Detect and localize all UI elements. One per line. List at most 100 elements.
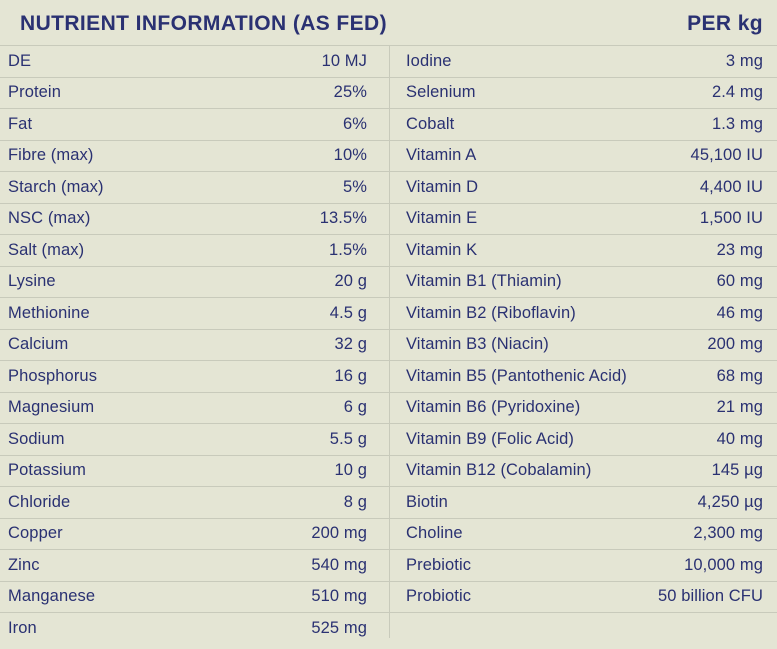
nutrient-value: 13.5% bbox=[319, 209, 367, 228]
nutrient-value: 4,250 µg bbox=[697, 492, 763, 511]
table-row: Fibre (max) 10% bbox=[0, 141, 389, 172]
nutrient-label: Prebiotic bbox=[406, 555, 472, 574]
nutrient-value: 200 mg bbox=[707, 335, 763, 354]
nutrient-value: 40 mg bbox=[716, 429, 763, 448]
nutrient-value: 10 g bbox=[334, 461, 367, 480]
table-row: Starch (max) 5% bbox=[0, 172, 389, 204]
nutrient-label: Vitamin B1 (Thiamin) bbox=[406, 272, 562, 291]
nutrient-label: Salt (max) bbox=[8, 240, 85, 259]
table-row: Zinc 540 mg bbox=[0, 550, 389, 582]
nutrient-label: Magnesium bbox=[8, 398, 95, 417]
nutrient-value: 23 mg bbox=[716, 240, 763, 259]
nutrient-label: Vitamin A bbox=[406, 146, 477, 165]
nutrient-label: Probiotic bbox=[406, 587, 472, 606]
nutrient-label: Calcium bbox=[8, 335, 69, 354]
nutrient-value: 8 g bbox=[343, 492, 367, 511]
nutrient-label: Zinc bbox=[8, 555, 40, 574]
nutrient-value: 1.5% bbox=[328, 240, 367, 259]
nutrient-value: 1,500 IU bbox=[699, 209, 763, 228]
nutrient-label: Manganese bbox=[8, 587, 96, 606]
nutrient-value: 32 g bbox=[334, 335, 367, 354]
table-row: Vitamin B9 (Folic Acid) 40 mg bbox=[389, 424, 777, 456]
nutrient-value: 2,300 mg bbox=[693, 524, 763, 543]
nutrient-value: 2.4 mg bbox=[711, 83, 763, 102]
table-row: Manganese 510 mg bbox=[0, 582, 389, 613]
nutrient-value: 145 µg bbox=[711, 461, 763, 480]
nutrient-value: 10 MJ bbox=[321, 51, 367, 70]
nutrient-value: 5.5 g bbox=[329, 429, 367, 448]
table-row: Vitamin B2 (Riboflavin) 46 mg bbox=[389, 298, 777, 330]
nutrient-value: 45,100 IU bbox=[690, 146, 763, 165]
nutrient-value: 50 billion CFU bbox=[657, 587, 763, 606]
nutrient-label: Phosphorus bbox=[8, 366, 98, 385]
table-row: Chloride 8 g bbox=[0, 487, 389, 519]
nutrient-label: Protein bbox=[8, 83, 61, 102]
table-row: Cobalt 1.3 mg bbox=[389, 109, 777, 141]
table-row: Phosphorus 16 g bbox=[0, 361, 389, 393]
nutrient-label: Vitamin E bbox=[406, 209, 478, 228]
nutrient-value: 3 mg bbox=[725, 51, 763, 70]
page-title: NUTRIENT INFORMATION (AS FED) bbox=[20, 12, 388, 35]
table-row: Copper 200 mg bbox=[0, 519, 389, 550]
table-row: Vitamin K 23 mg bbox=[389, 235, 777, 267]
nutrient-label: Choline bbox=[406, 524, 463, 543]
table-row: Vitamin D 4,400 IU bbox=[389, 172, 777, 204]
nutrient-value: 10,000 mg bbox=[684, 555, 763, 574]
table-row: Vitamin E 1,500 IU bbox=[389, 204, 777, 235]
nutrient-value: 16 g bbox=[334, 366, 367, 385]
nutrient-label: Fat bbox=[8, 114, 33, 133]
nutrient-label: Potassium bbox=[8, 461, 86, 480]
nutrient-value: 25% bbox=[333, 83, 367, 102]
table-row: Vitamin A 45,100 IU bbox=[389, 141, 777, 172]
nutrient-label: Vitamin K bbox=[406, 240, 478, 259]
nutrient-label: Vitamin B3 (Niacin) bbox=[406, 335, 549, 354]
nutrient-value: 46 mg bbox=[716, 303, 763, 322]
table-row: Vitamin B3 (Niacin) 200 mg bbox=[389, 330, 777, 361]
table-row: Vitamin B12 (Cobalamin) 145 µg bbox=[389, 456, 777, 487]
table-row: Lysine 20 g bbox=[0, 267, 389, 298]
table-row: Magnesium 6 g bbox=[0, 393, 389, 424]
nutrient-value: 21 mg bbox=[716, 398, 763, 417]
nutrient-label: DE bbox=[8, 51, 32, 70]
nutrient-value: 20 g bbox=[334, 272, 367, 291]
table-row: DE 10 MJ bbox=[0, 46, 389, 78]
nutrient-value: 68 mg bbox=[716, 366, 763, 385]
nutrient-label: Fibre (max) bbox=[8, 146, 94, 165]
nutrient-column-right: Iodine 3 mg Selenium 2.4 mg Cobalt 1.3 mg Vita… bbox=[389, 46, 777, 649]
nutrient-label: Selenium bbox=[406, 83, 476, 102]
nutrient-label: Chloride bbox=[8, 492, 71, 511]
nutrient-label: Biotin bbox=[406, 492, 448, 511]
table-row: Salt (max) 1.5% bbox=[0, 235, 389, 267]
column-divider bbox=[389, 46, 390, 638]
nutrient-label: Cobalt bbox=[406, 114, 455, 133]
table-row: Iron 525 mg bbox=[0, 613, 389, 645]
nutrient-value: 6% bbox=[342, 114, 367, 133]
nutrient-value: 6 g bbox=[343, 398, 367, 417]
nutrient-label: Vitamin B9 (Folic Acid) bbox=[406, 429, 574, 448]
table-row: Vitamin B1 (Thiamin) 60 mg bbox=[389, 267, 777, 298]
table-header: NUTRIENT INFORMATION (AS FED) PER kg bbox=[0, 0, 777, 46]
table-row: Iodine 3 mg bbox=[389, 46, 777, 78]
nutrient-column-left: DE 10 MJ Protein 25% Fat 6% Fibre (max) 10% Star… bbox=[0, 46, 389, 649]
nutrient-value: 1.3 mg bbox=[711, 114, 763, 133]
table-row: Choline 2,300 mg bbox=[389, 519, 777, 550]
table-row: Probiotic 50 billion CFU bbox=[389, 582, 777, 613]
per-kg-label: PER kg bbox=[687, 12, 763, 35]
nutrient-label: Vitamin B12 (Cobalamin) bbox=[406, 461, 592, 480]
nutrient-value: 525 mg bbox=[311, 619, 367, 638]
nutrient-label: Vitamin B2 (Riboflavin) bbox=[406, 303, 576, 322]
table-row: Methionine 4.5 g bbox=[0, 298, 389, 330]
table-row: Fat 6% bbox=[0, 109, 389, 141]
table-row: Calcium 32 g bbox=[0, 330, 389, 361]
nutrient-value: 4,400 IU bbox=[699, 177, 763, 196]
table-row: Vitamin B6 (Pyridoxine) 21 mg bbox=[389, 393, 777, 424]
table-row: Selenium 2.4 mg bbox=[389, 78, 777, 109]
nutrient-label: Lysine bbox=[8, 272, 56, 291]
nutrient-value: 10% bbox=[333, 146, 367, 165]
table-row: Sodium 5.5 g bbox=[0, 424, 389, 456]
nutrient-value: 510 mg bbox=[311, 587, 367, 606]
table-row: Vitamin B5 (Pantothenic Acid) 68 mg bbox=[389, 361, 777, 393]
nutrient-value: 540 mg bbox=[311, 555, 367, 574]
nutrient-table: DE 10 MJ Protein 25% Fat 6% Fibre (max) 10% Star… bbox=[0, 46, 777, 649]
